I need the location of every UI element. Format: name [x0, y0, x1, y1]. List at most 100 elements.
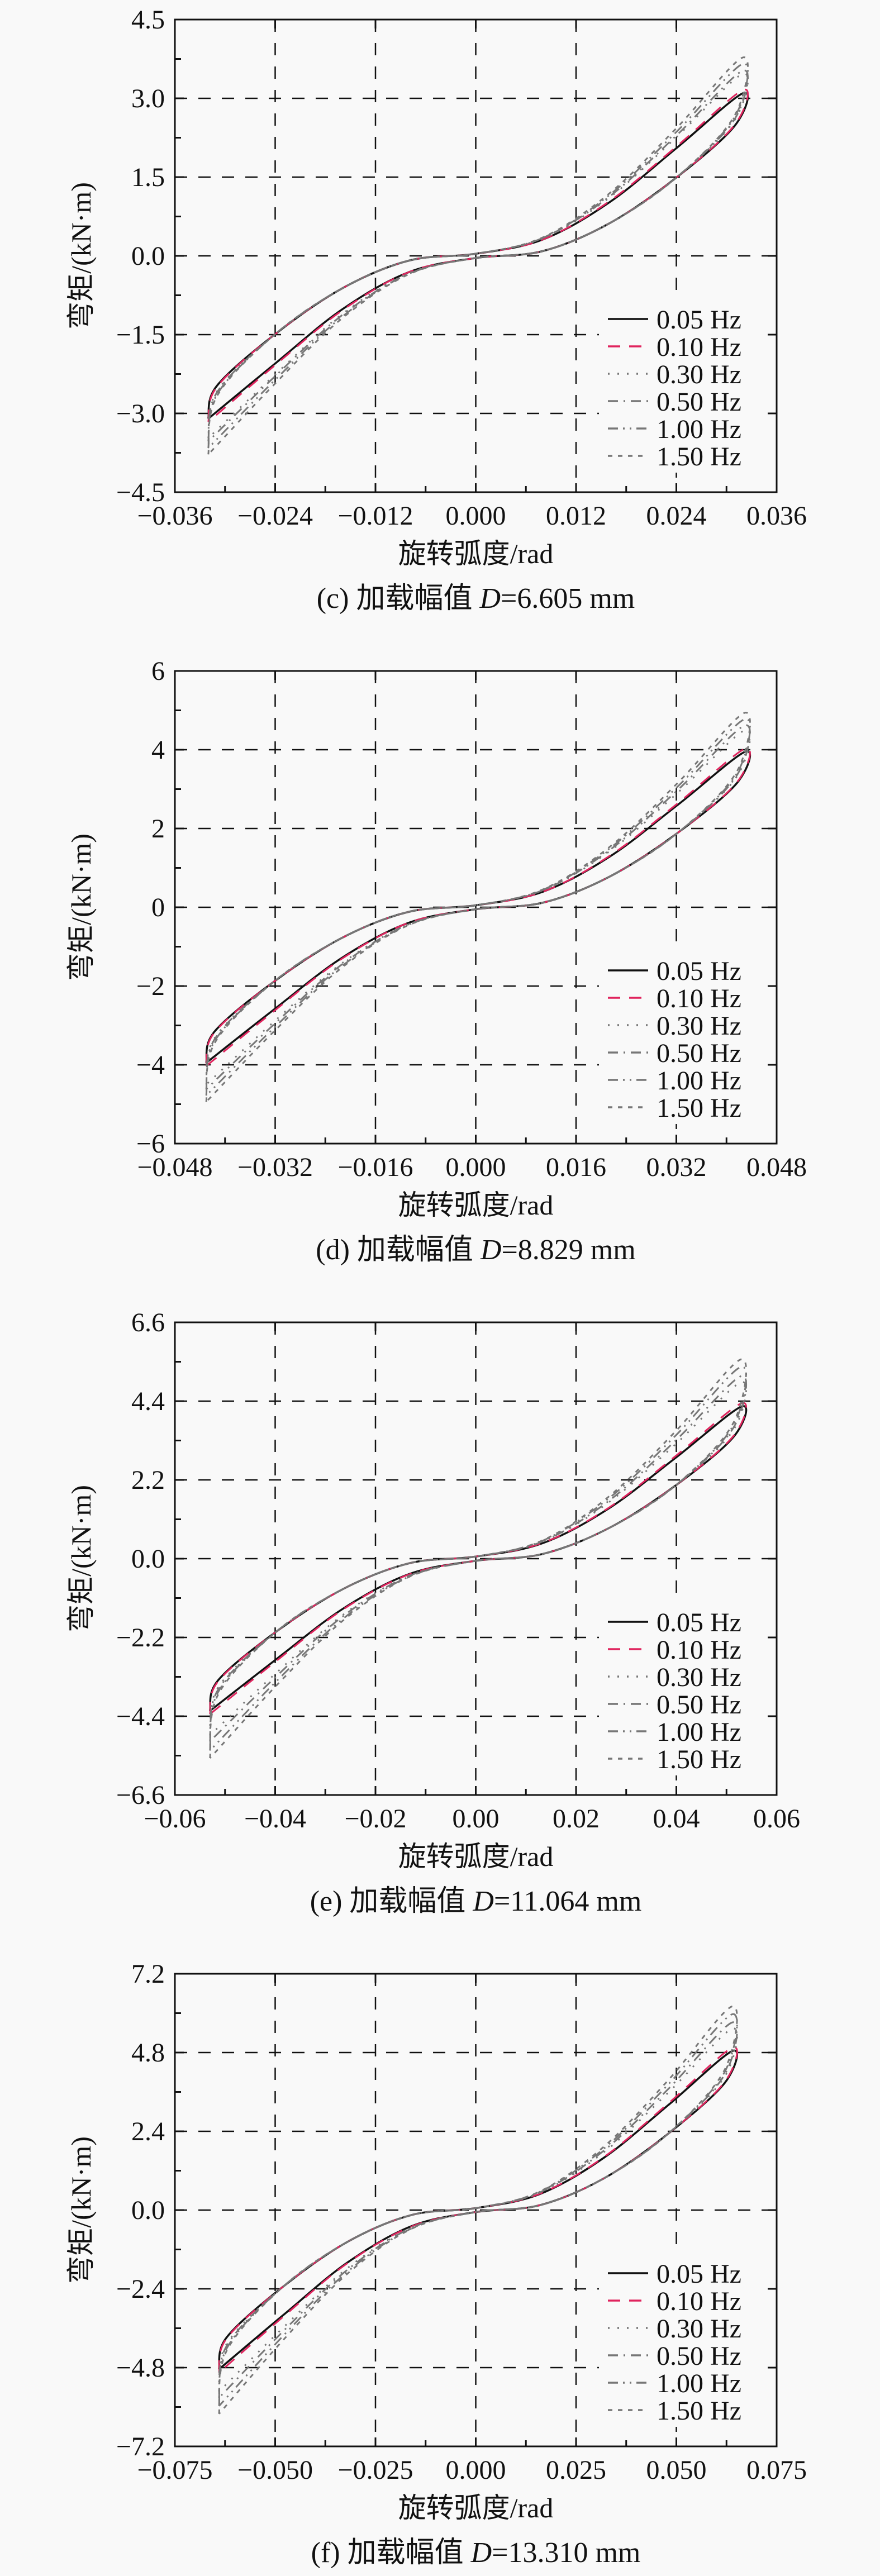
x-tick-label: −0.036 [137, 501, 212, 531]
x-tick-label: −0.016 [337, 1153, 413, 1182]
x-tick-label: 0.016 [546, 1153, 606, 1182]
figure-caption: (e) 加载幅值 D=11.064 mm [310, 1885, 642, 1917]
caption-suffix: =6.605 mm [501, 583, 635, 615]
legend-label: 0.05 Hz [657, 305, 741, 335]
legend-label: 0.10 Hz [657, 1635, 741, 1665]
series-line-0-50-hz [218, 2021, 738, 2399]
y-tick-label: 4.4 [131, 1387, 165, 1416]
legend-label: 0.50 Hz [657, 387, 741, 417]
y-tick-label: −1.5 [116, 320, 165, 350]
y-tick-label: 7.2 [131, 1959, 165, 1989]
x-axis-label: 旋转弧度/rad [398, 1189, 554, 1221]
x-tick-label: −0.024 [237, 501, 313, 531]
legend-label: 0.05 Hz [657, 2259, 741, 2289]
figure-caption: (f) 加载幅值 D=13.310 mm [311, 2537, 641, 2569]
x-tick-label: −0.075 [137, 2455, 212, 2485]
figure-caption: (c) 加载幅值 D=6.605 mm [317, 583, 635, 615]
x-tick-label: 0.048 [746, 1153, 807, 1182]
y-tick-label: 4.5 [131, 5, 165, 35]
x-tick-label: −0.012 [337, 501, 413, 531]
y-tick-label: 4 [151, 735, 165, 765]
series-line-0-50-hz [209, 1375, 748, 1742]
series-line-0-10-hz [207, 88, 749, 423]
series-line-0-50-hz [205, 724, 751, 1090]
caption-prefix: (c) 加载幅值 [317, 583, 480, 615]
y-axis-label: 弯矩/(kN·m) [65, 182, 97, 330]
legend-background [599, 2255, 769, 2427]
x-tick-label: 0.032 [646, 1153, 707, 1182]
caption-suffix: =11.064 mm [494, 1885, 641, 1917]
caption-variable: D [472, 1885, 494, 1917]
y-tick-label: −7.2 [116, 2432, 165, 2461]
x-tick-label: −0.050 [237, 2455, 313, 2485]
y-tick-label: 1.5 [131, 163, 165, 192]
legend-label: 0.50 Hz [657, 2341, 741, 2371]
x-tick-label: 0.00 [453, 1804, 500, 1834]
legend-label: 0.30 Hz [657, 1663, 741, 1692]
legend-background [599, 301, 769, 473]
legend-label: 0.30 Hz [657, 2314, 741, 2344]
x-tick-label: 0.025 [546, 2455, 606, 2485]
x-tick-label: −0.04 [244, 1804, 306, 1834]
y-tick-label: 0.0 [131, 2196, 165, 2225]
caption-suffix: =8.829 mm [501, 1234, 635, 1266]
legend-label: 0.30 Hz [657, 360, 741, 389]
x-axis-label: 旋转弧度/rad [398, 2492, 554, 2523]
y-axis-label: 弯矩/(kN·m) [65, 2136, 97, 2284]
chart-panel-d: 0.05 Hz0.10 Hz0.30 Hz0.50 Hz1.00 Hz1.50 … [65, 656, 807, 1266]
y-tick-label: 4.8 [131, 2038, 165, 2068]
x-tick-label: 0.036 [746, 501, 807, 531]
legend-label: 0.10 Hz [657, 2287, 741, 2316]
y-axis-label: 弯矩/(kN·m) [65, 834, 97, 981]
chart-panel-c: 0.05 Hz0.10 Hz0.30 Hz0.50 Hz1.00 Hz1.50 … [65, 5, 807, 615]
y-tick-label: −3.0 [116, 399, 165, 428]
y-tick-label: −4.8 [116, 2353, 165, 2383]
series-line-1-50-hz [218, 2005, 738, 2415]
y-tick-label: 0.0 [131, 1544, 165, 1574]
series-line-1-50-hz [207, 56, 749, 455]
y-tick-label: −2.4 [116, 2274, 165, 2304]
x-tick-label: 0.012 [546, 501, 606, 531]
y-tick-label: −2 [136, 972, 165, 1001]
legend-label: 0.05 Hz [657, 956, 741, 986]
y-tick-label: −6 [136, 1129, 165, 1159]
y-tick-label: −6.6 [116, 1780, 165, 1810]
y-tick-label: 0 [151, 893, 165, 922]
y-tick-label: 6.6 [131, 1308, 165, 1337]
series-line-1-50-hz [205, 712, 751, 1103]
x-tick-label: 0.000 [446, 501, 506, 531]
x-tick-label: −0.06 [144, 1804, 206, 1834]
y-tick-label: 2.4 [131, 2117, 165, 2146]
x-tick-label: 0.04 [653, 1804, 700, 1834]
legend-label: 1.50 Hz [657, 1093, 741, 1123]
legend-label: 1.00 Hz [657, 2369, 741, 2398]
caption-variable: D [470, 2537, 492, 2569]
x-axis-label: 旋转弧度/rad [398, 538, 554, 569]
x-axis-label: 旋转弧度/rad [398, 1841, 554, 1872]
y-tick-label: 2.2 [131, 1465, 165, 1495]
legend-label: 1.00 Hz [657, 415, 741, 444]
legend-label: 0.50 Hz [657, 1039, 741, 1068]
series-line-0-50-hz [207, 69, 749, 442]
legend-label: 1.50 Hz [657, 442, 741, 472]
x-tick-label: 0.050 [646, 2455, 707, 2485]
x-tick-label: −0.02 [344, 1804, 406, 1834]
caption-variable: D [480, 1234, 502, 1266]
y-tick-label: −4.5 [116, 478, 165, 507]
y-tick-label: −4 [136, 1050, 165, 1080]
legend-label: 1.50 Hz [657, 2396, 741, 2426]
x-tick-label: 0.000 [446, 1153, 506, 1182]
legend-label: 0.50 Hz [657, 1690, 741, 1720]
caption-prefix: (d) 加载幅值 [316, 1234, 481, 1266]
legend-background [599, 1604, 769, 1775]
y-tick-label: −2.2 [116, 1623, 165, 1653]
figure-caption: (d) 加载幅值 D=8.829 mm [316, 1234, 635, 1266]
x-tick-label: 0.024 [646, 501, 707, 531]
legend-label: 0.05 Hz [657, 1608, 741, 1637]
y-axis-label: 弯矩/(kN·m) [65, 1485, 97, 1632]
legend-label: 1.50 Hz [657, 1745, 741, 1774]
x-tick-label: 0.000 [446, 2455, 506, 2485]
chart-panel-f: 0.05 Hz0.10 Hz0.30 Hz0.50 Hz1.00 Hz1.50 … [65, 1959, 807, 2569]
legend-label: 0.10 Hz [657, 332, 741, 362]
